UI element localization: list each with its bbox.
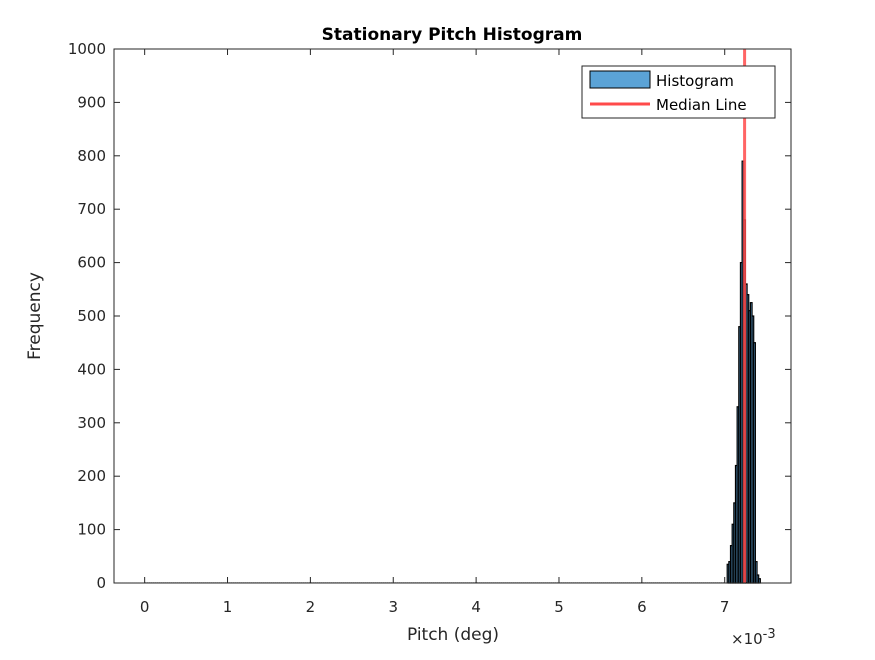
y-tick-label: 200: [77, 467, 106, 485]
y-tick-label: 400: [77, 360, 106, 378]
x-tick-label: 1: [223, 598, 233, 616]
histogram-bar: [753, 342, 756, 584]
y-tick-label: 900: [77, 93, 106, 111]
x-tick-label: 2: [306, 598, 316, 616]
y-tick-label: 500: [77, 307, 106, 325]
x-tick-label: 0: [140, 598, 150, 616]
legend-median-label: Median Line: [656, 96, 747, 114]
chart-title: Stationary Pitch Histogram: [322, 25, 583, 45]
x-tick-label: 6: [637, 598, 647, 616]
y-tick-label: 700: [77, 200, 106, 218]
y-tick-label: 1000: [68, 40, 106, 58]
y-tick-label: 300: [77, 414, 106, 432]
plot-background: [114, 49, 791, 583]
x-tick-label: 7: [720, 598, 730, 616]
legend: Histogram Median Line: [581, 65, 776, 119]
histogram-bar: [758, 578, 761, 584]
y-ticks: 0 100 200 300 400 500 600 700 800 900 1000: [68, 40, 791, 592]
x-exponent-label: ×10-3: [731, 627, 776, 648]
legend-histogram-label: Histogram: [656, 72, 734, 90]
y-tick-label: 800: [77, 147, 106, 165]
legend-histogram-swatch: [589, 70, 651, 89]
y-tick-label: 100: [77, 521, 106, 539]
x-ticks: 0 1 2 3 4 5 6 7: [140, 49, 730, 616]
x-tick-label: 4: [471, 598, 481, 616]
x-tick-label: 3: [388, 598, 398, 616]
y-tick-label: 0: [96, 574, 106, 592]
x-axis-label: Pitch (deg): [407, 625, 499, 645]
plot-area: [114, 49, 791, 583]
y-axis-label: Frequency: [25, 272, 45, 360]
x-tick-label: 5: [554, 598, 564, 616]
y-tick-label: 600: [77, 254, 106, 272]
